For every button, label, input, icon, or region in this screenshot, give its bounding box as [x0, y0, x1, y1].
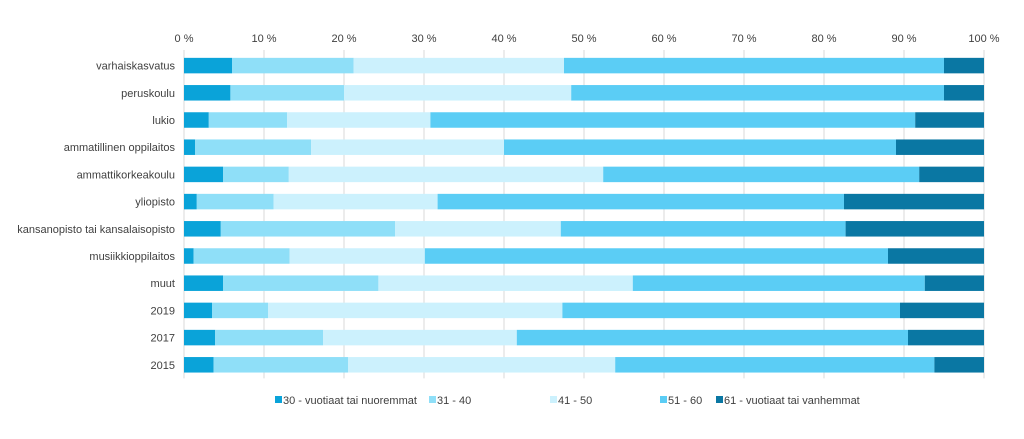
- bar-segment: [311, 139, 504, 155]
- bar-segment: [223, 166, 289, 183]
- bar-segment: [220, 221, 396, 237]
- x-tick-label: 80 %: [811, 33, 836, 45]
- x-axis-tick-labels: 0 % 10 % 20 % 30 % 40 % 50 % 60 % 70 % 80 % 90 % 1…: [175, 33, 1000, 45]
- bar-segment: [934, 357, 984, 373]
- bar-segment: [344, 85, 572, 101]
- category-label: yliopisto: [135, 197, 175, 209]
- bar-segment: [184, 248, 194, 264]
- bar-segment: [184, 193, 197, 210]
- legend-swatch: [275, 396, 282, 403]
- bar-segment: [232, 57, 354, 74]
- x-tick-label: 90 %: [891, 33, 916, 45]
- bar-segment: [230, 85, 344, 101]
- x-tick-label: 100 %: [968, 33, 999, 45]
- bar-segment: [888, 248, 984, 264]
- category-label: 2019: [151, 305, 175, 317]
- bar-segment: [845, 221, 984, 237]
- bar-segment: [378, 275, 633, 291]
- x-tick-label: 20 %: [331, 33, 356, 45]
- bar-segment: [184, 112, 209, 128]
- bar-segment: [213, 357, 348, 373]
- bar-segment: [196, 193, 274, 210]
- bar-segment: [348, 357, 616, 373]
- bar-segment: [564, 57, 944, 74]
- x-tick-label: 70 %: [731, 33, 756, 45]
- bar-segment: [223, 275, 379, 291]
- legend-label: 51 - 60: [668, 395, 702, 407]
- x-tick-label: 50 %: [571, 33, 596, 45]
- bar-segment: [900, 302, 984, 319]
- bar-segment: [184, 302, 212, 319]
- x-tick-label: 0 %: [175, 33, 194, 45]
- bar-segment: [184, 85, 231, 101]
- category-label: peruskoulu: [121, 88, 175, 100]
- bar-segment: [184, 221, 221, 237]
- bar-segment: [896, 139, 984, 155]
- gridlines: [183, 50, 985, 379]
- legend-label: 41 - 50: [558, 395, 592, 407]
- bars: [184, 57, 984, 373]
- bar-segment: [944, 85, 984, 101]
- bar-segment: [504, 139, 896, 155]
- x-tick-label: 60 %: [651, 33, 676, 45]
- legend-label: 30 - vuotiaat tai nuoremmat: [283, 395, 417, 407]
- category-label: ammatillinen oppilaitos: [64, 142, 176, 154]
- bar-segment: [908, 329, 984, 346]
- category-label: lukio: [152, 115, 175, 127]
- bar-segment: [287, 112, 431, 128]
- legend: 30 - vuotiaat tai nuoremmat 31 - 40 41 - 5…: [275, 395, 860, 407]
- category-label: varhaiskasvatus: [96, 61, 175, 73]
- bar-segment: [844, 193, 984, 210]
- bar-segment: [437, 193, 844, 210]
- category-label: ammattikorkeakoulu: [77, 169, 175, 181]
- bar-segment: [212, 302, 268, 319]
- legend-swatch: [429, 396, 436, 403]
- bar-segment: [562, 302, 900, 319]
- legend-label: 61 - vuotiaat tai vanhemmat: [724, 395, 860, 407]
- bar-segment: [424, 248, 888, 264]
- bar-segment: [919, 166, 984, 183]
- bar-segment: [184, 57, 232, 74]
- bar-segment: [208, 112, 288, 128]
- legend-swatch: [716, 396, 723, 403]
- bar-segment: [184, 166, 224, 183]
- bar-segment: [560, 221, 846, 237]
- bar-segment: [273, 193, 438, 210]
- legend-swatch: [660, 396, 667, 403]
- bar-segment: [603, 166, 920, 183]
- bar-segment: [195, 139, 312, 155]
- legend-swatch: [550, 396, 557, 403]
- category-label: kansanopisto tai kansalaisopisto: [17, 224, 175, 236]
- bar-segment: [193, 248, 290, 264]
- bar-segment: [632, 275, 925, 291]
- category-label: 2015: [151, 360, 175, 372]
- bar-segment: [215, 329, 324, 346]
- bar-segment: [184, 357, 214, 373]
- bar-segment: [184, 139, 196, 155]
- x-tick-label: 10 %: [251, 33, 276, 45]
- category-label: 2017: [151, 333, 175, 345]
- bar-segment: [571, 85, 944, 101]
- bar-segment: [944, 57, 984, 74]
- bar-segment: [615, 357, 935, 373]
- x-tick-label: 40 %: [491, 33, 516, 45]
- bar-segment: [268, 302, 563, 319]
- bar-segment: [395, 221, 561, 237]
- bar-segment: [323, 329, 517, 346]
- bar-segment: [184, 275, 224, 291]
- x-tick-label: 30 %: [411, 33, 436, 45]
- bar-segment: [915, 112, 984, 128]
- bar-segment: [288, 166, 604, 183]
- bar-segment: [184, 329, 216, 346]
- category-label: musiikkioppilaitos: [89, 251, 175, 263]
- category-label: muut: [151, 278, 175, 290]
- bar-segment: [289, 248, 425, 264]
- bar-segment: [516, 329, 908, 346]
- category-labels: varhaiskasvatus peruskoulu lukio ammatillin…: [17, 61, 175, 372]
- bar-segment: [924, 275, 984, 291]
- legend-label: 31 - 40: [437, 395, 471, 407]
- bar-segment: [430, 112, 916, 128]
- bar-segment: [353, 57, 564, 74]
